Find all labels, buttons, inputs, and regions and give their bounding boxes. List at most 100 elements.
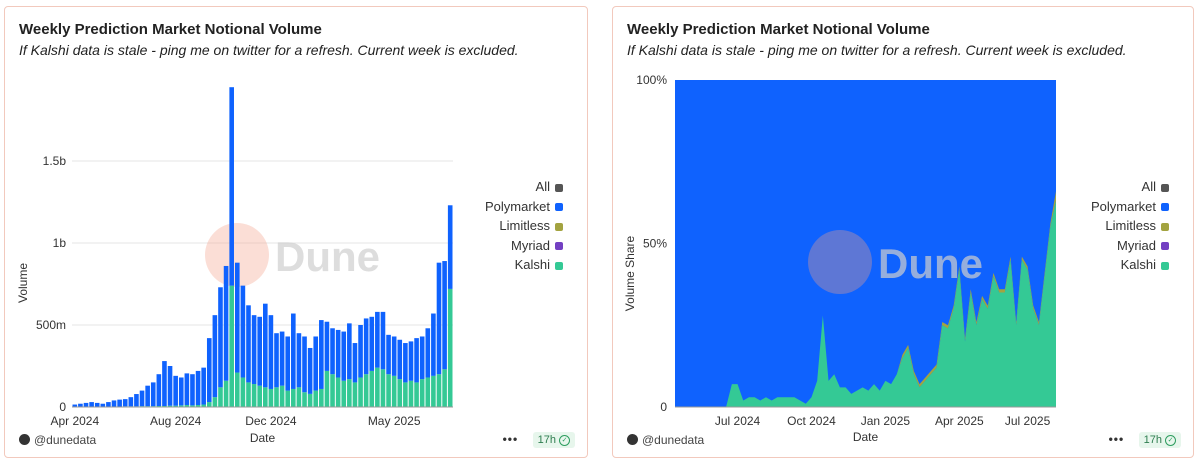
author[interactable]: @dunedata [19,433,96,447]
x-tick-label: Jul 2024 [715,414,761,428]
bar-polymarket [184,373,190,406]
bar-kalshi [347,379,352,407]
bar-polymarket [145,385,150,407]
bar-kalshi [436,374,442,407]
bar-kalshi [352,382,358,407]
legend-label: Polymarket [484,198,550,214]
x-tick-label: May 2025 [368,414,421,428]
bar-polymarket [419,336,425,380]
x-tick-label: Dec 2024 [245,414,297,428]
legend-label: Myriad [1116,237,1156,253]
bar-polymarket [212,315,218,398]
bar-polymarket [352,343,358,383]
more-options-icon[interactable]: ••• [1108,432,1125,446]
bar-polymarket [167,366,173,406]
bar-kalshi [291,388,296,407]
bar-polymarket [229,87,234,286]
bar-polymarket [403,343,408,383]
bar-kalshi [335,377,341,407]
bar-polymarket [263,303,268,388]
bar-polymarket [386,334,391,375]
legend-label: Polymarket [1090,198,1156,214]
bar-kalshi [178,405,184,407]
x-tick-label: Aug 2024 [150,414,202,428]
y-tick-label: 0 [660,400,667,414]
bar-kalshi [302,392,307,407]
bar-kalshi [447,288,453,407]
legend-swatch [555,242,563,251]
bar-kalshi [397,379,403,407]
bar-kalshi [234,372,240,407]
y-tick-label: 0 [59,400,66,414]
chart-title: Weekly Prediction Market Notional Volume [19,21,322,38]
bar-polymarket [408,341,414,381]
bar-kalshi [173,405,178,407]
bar-polymarket [335,329,341,378]
bar-polymarket [122,399,128,407]
x-tick-label: Apr 2025 [935,414,984,428]
check-icon: ✓ [559,434,570,446]
freshness-age: 17h [1143,434,1162,446]
legend-item-kalshi[interactable]: Kalshi [1091,255,1169,275]
bar-polymarket [257,316,262,386]
bar-polymarket [302,336,307,393]
more-options-icon[interactable]: ••• [502,432,519,446]
legend-item-myriad[interactable]: Myriad [1091,236,1169,256]
bar-kalshi [206,402,212,407]
bar-polymarket [279,331,285,386]
legend-label: All [1141,179,1156,194]
author[interactable]: @dunedata [627,433,704,447]
bar-polymarket [89,402,94,407]
bar-polymarket [134,394,139,407]
bar-polymarket [447,205,453,289]
legend-item-limitless[interactable]: Limitless [1091,216,1169,236]
bar-polymarket [369,316,375,371]
x-tick-label: Apr 2024 [50,414,99,428]
bar-kalshi [201,404,206,407]
bar-polymarket [139,390,145,407]
legend-swatch [1161,222,1169,231]
y-axis-label: Volume [16,263,30,303]
bar-polymarket [380,311,386,370]
bar-kalshi [431,375,436,407]
bar-polymarket [397,339,403,380]
legend-item-all[interactable]: All [1091,177,1169,197]
legend-item-all[interactable]: All [485,177,563,197]
legend-label: All [535,179,550,194]
legend-label: Kalshi [514,257,550,272]
bar-kalshi [184,405,190,407]
check-icon: ✓ [1165,434,1176,446]
watermark-logo [205,223,269,287]
bar-kalshi [358,377,363,407]
bar-kalshi [212,397,218,407]
bar-polymarket [195,370,201,406]
bar-kalshi [240,377,246,407]
bar-kalshi [330,374,335,407]
x-tick-label: Oct 2024 [787,414,836,428]
legend-item-myriad[interactable]: Myriad [485,236,563,256]
legend-item-kalshi[interactable]: Kalshi [485,255,563,275]
chart-subtitle: If Kalshi data is stale - ping me on twi… [627,42,1127,58]
bar-polymarket [391,336,397,376]
legend-label: Kalshi [1120,257,1156,272]
bar-polymarket [162,361,167,407]
bar-polymarket [106,402,111,407]
bar-kalshi [263,387,268,407]
legend-item-polymarket[interactable]: Polymarket [485,197,563,217]
legend-item-limitless[interactable]: Limitless [485,216,563,236]
bar-polymarket [363,318,369,375]
legend-label: Myriad [510,237,550,253]
chart-card-share: Weekly Prediction Market Notional Volume… [612,6,1194,458]
bar-kalshi [341,380,347,407]
bar-kalshi [167,405,173,407]
bar-polymarket [285,336,291,391]
y-tick-label: 100% [636,73,667,87]
bar-kalshi [419,379,425,407]
legend-item-polymarket[interactable]: Polymarket [1091,197,1169,217]
bar-polymarket [251,315,257,385]
bar-polymarket [414,338,419,383]
y-tick-label: 500m [36,318,66,332]
bar-kalshi [274,387,279,407]
freshness-badge: 17h ✓ [1138,432,1181,448]
bar-kalshi [313,390,319,407]
